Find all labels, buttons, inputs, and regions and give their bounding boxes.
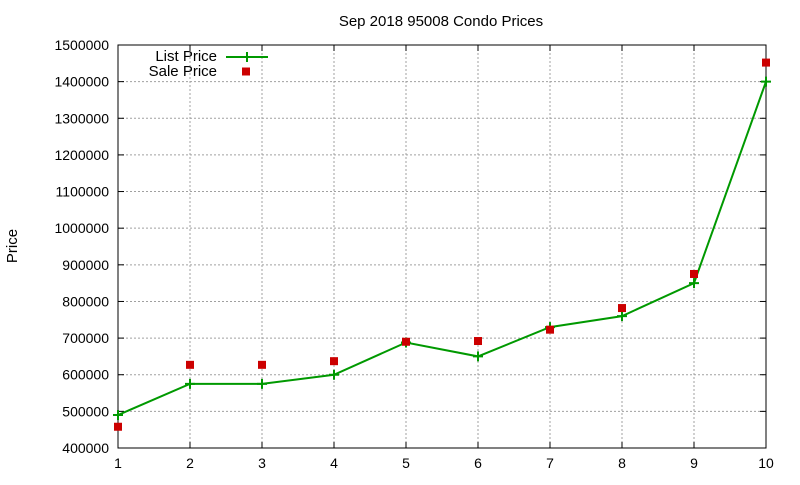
y-tick-label: 1000000	[54, 220, 109, 236]
chart-title: Sep 2018 95008 Condo Prices	[339, 13, 543, 30]
sale-price-marker	[474, 337, 482, 346]
x-tick-label: 5	[402, 455, 410, 471]
y-tick-label: 800000	[62, 293, 109, 309]
x-tick-label: 8	[618, 455, 626, 471]
x-tick-label: 3	[258, 455, 266, 471]
legend-label-sale-price: Sale Price	[149, 63, 217, 80]
x-tick-label: 7	[546, 455, 554, 471]
legend: List Price Sale Price	[149, 48, 268, 80]
sale-price-marker	[114, 422, 122, 431]
sale-price-marker	[762, 58, 770, 67]
y-tick-label: 600000	[62, 367, 109, 383]
plot-frame	[117, 44, 767, 449]
list-price-marker	[473, 351, 483, 362]
y-tick-label: 1200000	[54, 147, 109, 163]
sale-price-marker	[618, 304, 626, 313]
y-axis-label: Price	[4, 229, 21, 263]
x-tick-label: 10	[758, 455, 774, 471]
legend-marker-sale-price	[242, 67, 250, 76]
x-tick-label: 2	[186, 455, 194, 471]
sale-price-marker	[690, 269, 698, 278]
legend-label-list-price: List Price	[155, 48, 217, 65]
y-tick-label: 1400000	[54, 74, 109, 90]
x-tick-label: 9	[690, 455, 698, 471]
list-price-marker	[617, 311, 627, 322]
y-tick-label: 700000	[62, 330, 109, 346]
sale-price-marker	[546, 325, 554, 334]
y-tick-label: 500000	[62, 403, 109, 419]
list-price-marker	[185, 378, 195, 389]
legend-marker-list-price	[242, 52, 252, 62]
y-tick-label: 1300000	[54, 110, 109, 126]
list-price-marker	[689, 278, 699, 289]
x-tick-label: 4	[330, 455, 338, 471]
sale-price-marker	[186, 360, 194, 369]
y-tick-label: 1100000	[56, 184, 110, 200]
grid-layer	[118, 45, 766, 448]
y-tick-label: 900000	[62, 257, 109, 273]
sale-price-marker	[330, 357, 338, 366]
sale-price-marker	[258, 360, 266, 369]
y-tick-label: 400000	[62, 440, 109, 456]
tick-layer: 400000 500000 600000 700000 800000 900000 1000…	[54, 37, 774, 471]
x-tick-label: 6	[474, 455, 482, 471]
sale-price-marker	[402, 337, 410, 346]
list-price-marker	[761, 76, 771, 87]
series-layer	[113, 58, 771, 431]
list-price-line	[117, 81, 767, 416]
list-price-marker	[329, 369, 339, 380]
list-price-marker	[113, 410, 123, 421]
list-price-marker	[257, 378, 267, 389]
y-tick-label: 1500000	[54, 37, 109, 53]
x-tick-label: 1	[114, 455, 122, 471]
